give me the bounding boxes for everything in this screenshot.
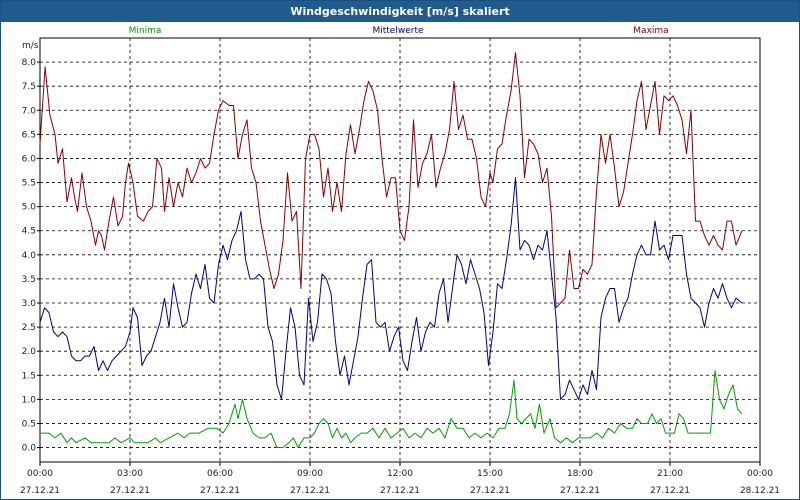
legend: Maxima Mittelwerte Minima — [129, 26, 669, 36]
x-tick-date: 27.12.21 — [380, 486, 420, 496]
x-tick-date: 27.12.21 — [290, 486, 330, 496]
y-tick-label: 3.0 — [22, 299, 37, 309]
x-tick-date: 27.12.21 — [110, 486, 150, 496]
series-line-maxima — [39, 52, 743, 309]
window-title: Windgeschwindigkeit [m/s] skaliert — [1, 1, 799, 22]
x-tick-time: 00:00 — [27, 469, 53, 479]
y-tick-label: 1.0 — [22, 395, 37, 405]
y-tick-label: 0.5 — [22, 419, 36, 429]
x-tick-date: 27.12.21 — [20, 486, 60, 496]
y-axis: m/s 8.0 7.5 7.0 6.5 6.0 5.5 5.0 4.5 4.0 3.5 3.0 2.5… — [22, 41, 40, 454]
y-tick-label: 1.5 — [22, 371, 36, 381]
legend-minima: Minima — [129, 26, 162, 36]
x-tick-date: 27.12.21 — [650, 486, 690, 496]
x-tick-time: 18:00 — [567, 469, 593, 479]
legend-maxima: Maxima — [633, 26, 668, 36]
y-tick-label: 6.0 — [22, 154, 37, 164]
y-tick-label: 4.5 — [22, 227, 36, 237]
x-tick-date: 27.12.21 — [560, 486, 600, 496]
y-tick-label: 8.0 — [22, 58, 37, 68]
x-tick-date: 28.12.21 — [740, 486, 780, 496]
y-tick-label: 5.0 — [22, 203, 37, 213]
x-tick-time: 06:00 — [207, 469, 233, 479]
y-tick-label: 3.5 — [22, 275, 36, 285]
y-tick-label: 2.5 — [22, 323, 36, 333]
series-lines — [39, 52, 743, 448]
series-line-minima — [40, 370, 743, 448]
x-tick-time: 12:00 — [387, 469, 413, 479]
legend-mittelwerte: Mittelwerte — [372, 26, 423, 36]
y-tick-label: 6.5 — [22, 130, 36, 140]
y-axis-unit: m/s — [22, 41, 39, 51]
y-tick-label: 4.0 — [22, 251, 37, 261]
y-tick-label: 7.0 — [22, 106, 37, 116]
x-tick-date: 27.12.21 — [470, 486, 510, 496]
x-tick-time: 00:00 — [747, 469, 773, 479]
y-tick-label: 7.5 — [22, 82, 36, 92]
series-line-mittelwerte — [39, 177, 743, 400]
y-tick-label: 0.0 — [22, 444, 37, 454]
y-tick-label: 2.0 — [22, 347, 37, 357]
x-tick-date: 27.12.21 — [200, 486, 240, 496]
x-tick-time: 21:00 — [657, 469, 683, 479]
x-tick-time: 15:00 — [477, 469, 503, 479]
x-axis: 00:00 27.12.21 03:00 27.12.21 06:00 27.12.21 0… — [20, 462, 780, 496]
x-tick-time: 09:00 — [297, 469, 323, 479]
grid — [40, 38, 760, 462]
x-tick-time: 03:00 — [117, 469, 143, 479]
y-tick-label: 5.5 — [22, 179, 36, 189]
